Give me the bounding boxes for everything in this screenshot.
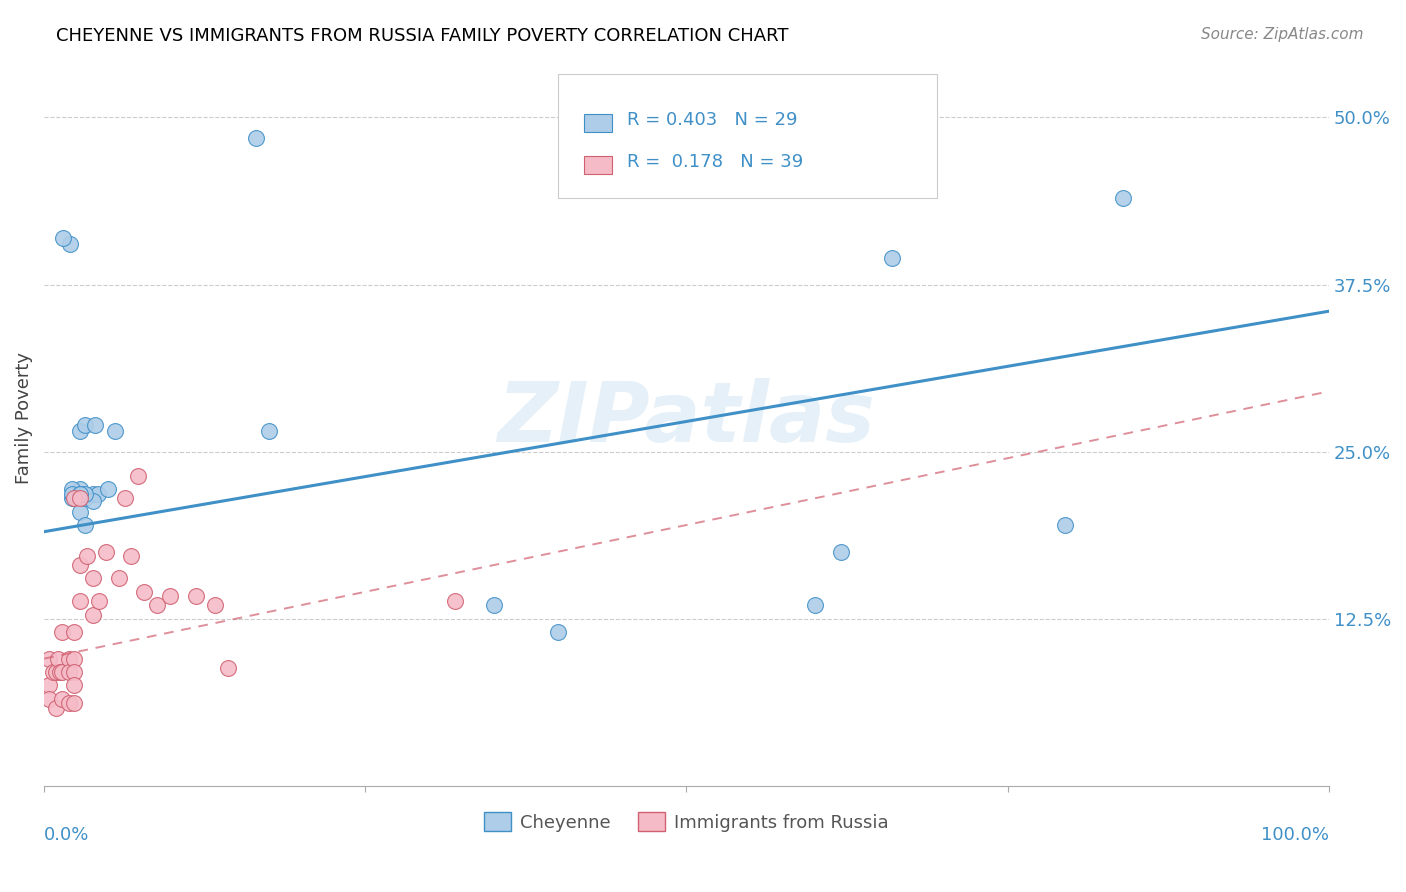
Point <box>94 545 117 559</box>
Point <box>69 482 91 496</box>
Point <box>1112 191 1135 205</box>
Text: ZIPatlas: ZIPatlas <box>498 377 876 458</box>
Point <box>45 701 67 715</box>
Point <box>69 594 91 608</box>
Point <box>82 494 104 508</box>
Point <box>547 624 569 639</box>
Point <box>76 549 98 563</box>
Point <box>127 468 149 483</box>
Text: R =  0.178   N = 39: R = 0.178 N = 39 <box>627 153 804 170</box>
Text: 100.0%: 100.0% <box>1261 826 1329 844</box>
Point <box>114 491 136 506</box>
FancyBboxPatch shape <box>583 114 612 132</box>
Point <box>107 571 129 585</box>
Point <box>38 678 60 692</box>
Text: 0.0%: 0.0% <box>44 826 90 844</box>
Point <box>69 505 91 519</box>
Point <box>75 491 97 506</box>
Point <box>82 571 104 585</box>
Point <box>60 482 83 496</box>
Point <box>69 425 91 439</box>
Point <box>84 417 107 432</box>
Point <box>97 482 120 496</box>
Text: Source: ZipAtlas.com: Source: ZipAtlas.com <box>1201 27 1364 42</box>
Point <box>60 487 83 501</box>
Point <box>62 696 84 710</box>
Point <box>804 598 827 612</box>
Point <box>46 651 69 665</box>
Point <box>75 518 97 533</box>
Point <box>104 425 127 439</box>
Point <box>58 696 80 710</box>
Point <box>1054 518 1077 533</box>
Point <box>89 594 111 608</box>
Point <box>146 598 169 612</box>
Point <box>62 491 84 506</box>
Point <box>52 231 75 245</box>
Point <box>69 558 91 573</box>
Point <box>87 487 110 501</box>
Point <box>62 665 84 679</box>
Point <box>51 624 73 639</box>
Legend: Cheyenne, Immigrants from Russia: Cheyenne, Immigrants from Russia <box>477 805 896 839</box>
Point <box>60 491 83 506</box>
Point <box>59 237 82 252</box>
Point <box>62 651 84 665</box>
Point <box>217 661 239 675</box>
Point <box>880 251 903 265</box>
Point <box>75 417 97 432</box>
Point <box>444 594 467 608</box>
Point <box>45 665 67 679</box>
Point <box>58 651 80 665</box>
Point <box>134 584 156 599</box>
Point <box>75 487 97 501</box>
Point <box>62 624 84 639</box>
Point <box>58 665 80 679</box>
Text: R = 0.403   N = 29: R = 0.403 N = 29 <box>627 111 797 128</box>
FancyBboxPatch shape <box>583 156 612 174</box>
Point <box>257 425 280 439</box>
Point <box>830 545 852 559</box>
Point <box>38 691 60 706</box>
Point <box>121 549 143 563</box>
Point <box>69 491 91 506</box>
Point <box>51 691 73 706</box>
Point <box>82 607 104 622</box>
Point <box>69 487 91 501</box>
Point <box>184 589 207 603</box>
Point <box>62 678 84 692</box>
Point <box>82 487 104 501</box>
Point <box>38 651 60 665</box>
FancyBboxPatch shape <box>558 74 936 198</box>
Point <box>51 665 73 679</box>
Point <box>69 487 91 501</box>
Point <box>204 598 226 612</box>
Point <box>159 589 181 603</box>
Y-axis label: Family Poverty: Family Poverty <box>15 352 32 484</box>
Point <box>42 665 65 679</box>
Point <box>482 598 505 612</box>
Point <box>245 130 267 145</box>
Text: CHEYENNE VS IMMIGRANTS FROM RUSSIA FAMILY POVERTY CORRELATION CHART: CHEYENNE VS IMMIGRANTS FROM RUSSIA FAMIL… <box>56 27 789 45</box>
Point <box>48 665 70 679</box>
